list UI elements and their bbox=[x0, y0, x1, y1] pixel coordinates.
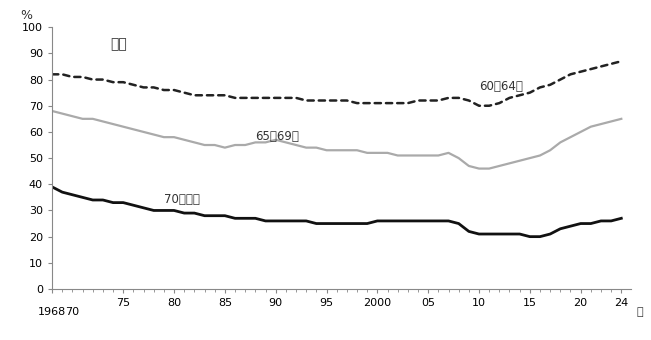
Text: 男性: 男性 bbox=[110, 38, 127, 52]
Text: 年: 年 bbox=[637, 307, 643, 317]
Text: 70: 70 bbox=[65, 307, 79, 317]
Text: %: % bbox=[20, 9, 32, 22]
Text: 70歳以上: 70歳以上 bbox=[164, 192, 200, 206]
Text: 1968: 1968 bbox=[38, 307, 66, 317]
Text: 60～64歳: 60～64歳 bbox=[479, 80, 523, 93]
Text: 65～69歳: 65～69歳 bbox=[255, 130, 299, 143]
